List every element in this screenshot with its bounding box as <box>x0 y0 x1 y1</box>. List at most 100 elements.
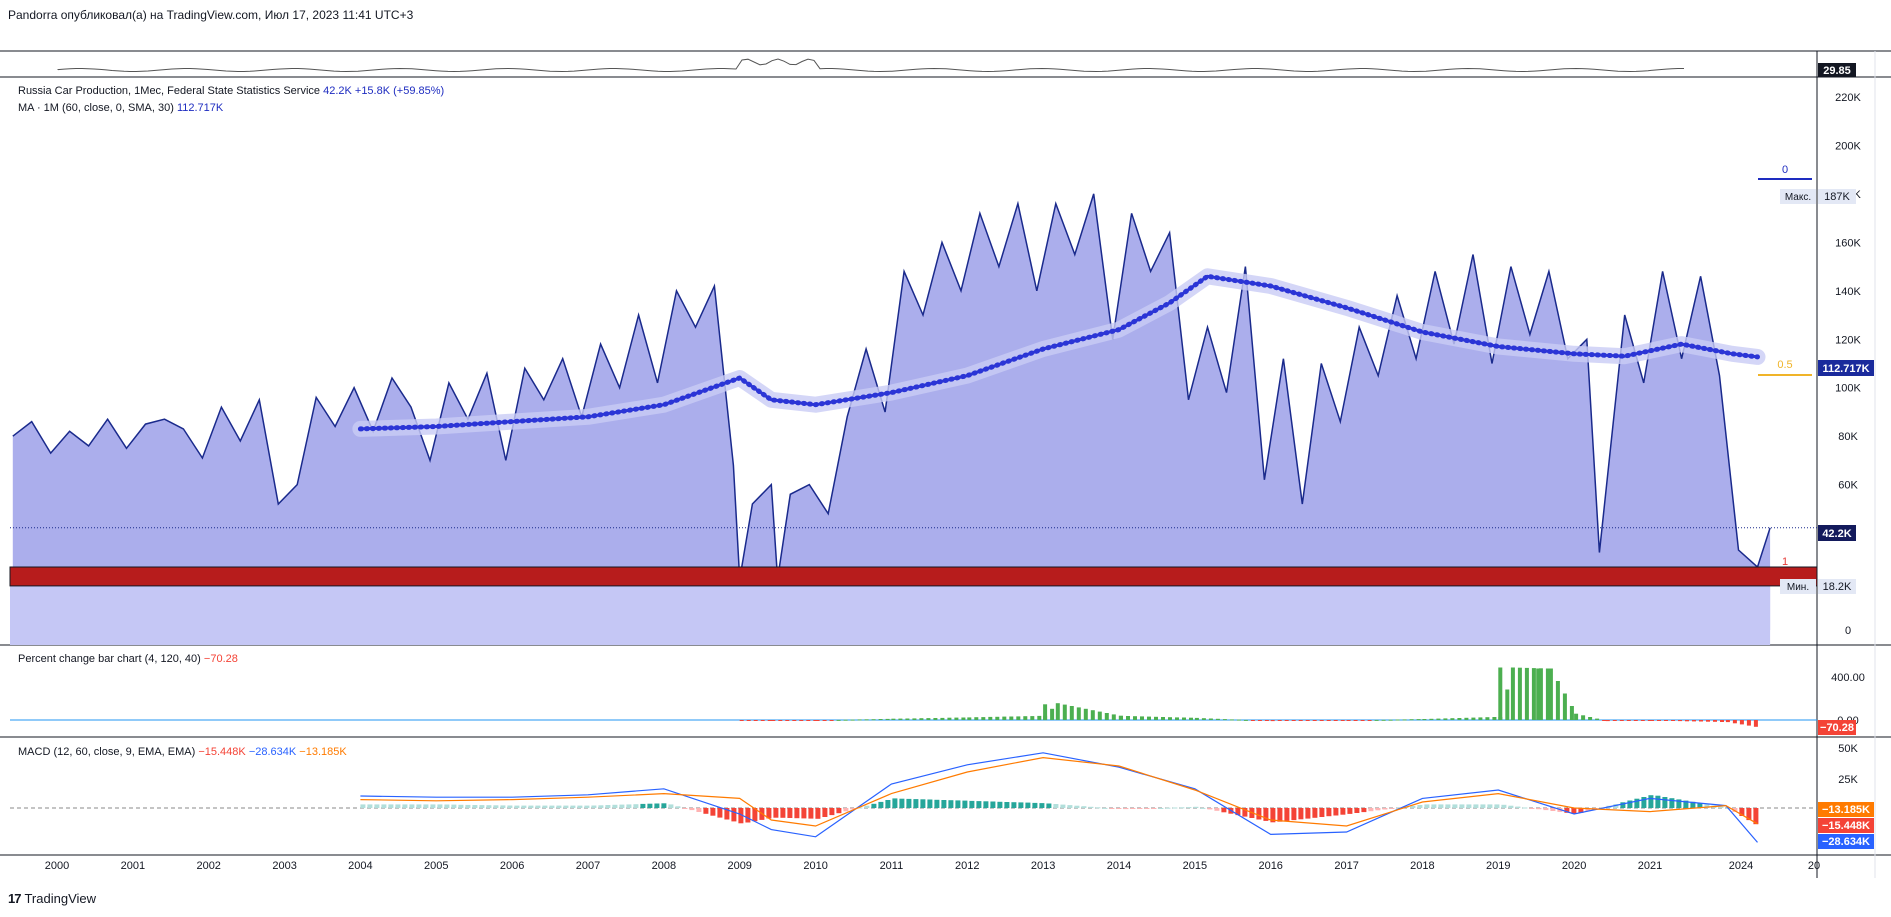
macd-hist-bar <box>1529 808 1535 809</box>
pct-bar <box>1201 718 1206 720</box>
macd-hist-bar <box>1375 808 1381 811</box>
macd-hist-bar <box>451 804 457 808</box>
pct-bar <box>1298 720 1303 721</box>
macd-hist-bar <box>1564 808 1570 813</box>
macd-hist-bar <box>1305 808 1311 819</box>
macd-hist-bar <box>1144 808 1150 809</box>
pct-bar <box>898 718 903 720</box>
max-tag: Макс. <box>1785 192 1811 203</box>
pct-bar <box>1030 716 1035 720</box>
pct-bar <box>1055 703 1060 720</box>
pct-bar <box>1650 720 1654 721</box>
macd-hist-bar <box>1445 804 1451 808</box>
ma-legend[interactable]: MA · 1M (60, close, 0, SMA, 30) 112.717K <box>18 102 223 114</box>
macd-hist-bar <box>409 804 415 808</box>
pct-bar <box>1657 720 1661 721</box>
macd-line <box>360 752 1758 843</box>
tradingview-logo[interactable]: 17 TradingView <box>8 891 96 906</box>
macd-hist-bar <box>738 808 744 824</box>
macd-hist-bar <box>990 801 996 808</box>
macd-hist-bar <box>423 804 429 808</box>
pct-bar <box>1069 706 1074 720</box>
macd-hist-bar <box>1354 808 1360 813</box>
macd-hist-bar <box>1627 800 1633 808</box>
macd-hist-bar <box>647 803 653 808</box>
pct-bar <box>785 720 790 721</box>
macd-hist-bar <box>1550 808 1556 811</box>
macd-tick-label: 50K <box>1838 743 1858 755</box>
top-pane-badge <box>1818 63 1856 77</box>
macd-hist-bar <box>689 808 695 811</box>
price-tick-label: 220K <box>1835 92 1861 104</box>
last-value: 42.2K <box>323 85 352 97</box>
macd-hist-bar <box>906 798 912 808</box>
pct-bar <box>1326 720 1331 721</box>
time-tick-label: 2015 <box>1183 860 1207 872</box>
macd-hist-bar <box>703 808 709 814</box>
macd-hist-bar <box>850 808 856 810</box>
macd-badge: −28.634K <box>1822 836 1870 848</box>
pct-bar <box>891 718 896 720</box>
macd-hist-bar <box>1109 808 1115 809</box>
price-area-fill <box>12 193 1771 630</box>
price-tick-label: 140K <box>1835 286 1861 298</box>
macd-hist-bar <box>1466 804 1472 808</box>
macd-hist-bar <box>1473 804 1479 808</box>
pct-bar <box>1569 706 1574 720</box>
macd-legend[interactable]: MACD (12, 60, close, 9, EMA, EMA) −15.44… <box>18 746 347 758</box>
macd-hist-bar <box>1270 808 1276 823</box>
pct-bar <box>1264 720 1269 721</box>
macd-hist-bar <box>1683 800 1689 808</box>
macd-hist-bar <box>1690 801 1696 808</box>
macd-hist-bar <box>1655 795 1661 808</box>
pct-legend[interactable]: Percent change bar chart (4, 120, 40) −7… <box>18 653 238 665</box>
pct-badge: −70.28 <box>1820 722 1854 734</box>
pct-bar <box>1422 719 1427 721</box>
macd-hist-bar <box>591 805 597 808</box>
max-tag-bg <box>1780 189 1816 204</box>
lower-fill-band <box>10 585 1771 645</box>
macd-hist-bar <box>780 808 786 818</box>
macd-hist-bar <box>955 800 961 808</box>
macd-hist-bar <box>892 798 898 808</box>
pct-bar <box>1485 717 1490 720</box>
pct-bar <box>981 717 986 720</box>
pct-bar <box>1009 716 1014 720</box>
signal-line <box>360 756 1758 827</box>
macd-hist-bar <box>1431 804 1437 808</box>
fib-level-1-label: 1 <box>1782 556 1788 568</box>
pct-bar <box>771 720 776 721</box>
macd-hist-bar <box>1585 808 1591 812</box>
macd-hist-bar <box>1039 803 1045 808</box>
macd-hist-bar <box>1578 808 1584 813</box>
pct-bar <box>829 720 834 721</box>
macd-hist-bar <box>444 804 450 808</box>
pct-bar <box>988 716 993 720</box>
macd-hist-bar <box>367 804 373 808</box>
macd-hist-bar <box>1746 808 1752 821</box>
macd-hist-bar <box>1137 808 1143 809</box>
macd-hist-bar <box>920 799 926 808</box>
pct-bar <box>1257 720 1262 721</box>
macd-v3: −13.185K <box>299 746 347 758</box>
macd-hist-bar <box>1697 803 1703 808</box>
macd-hist-bar <box>1011 802 1017 808</box>
macd-hist-bar <box>374 804 380 808</box>
pct-bar <box>1555 681 1560 720</box>
time-tick-label: 2012 <box>955 860 979 872</box>
time-tick-label: 2006 <box>500 860 524 872</box>
macd-hist-bar <box>563 805 569 808</box>
max-label: 187K <box>1824 191 1850 203</box>
macd-hist-bar <box>528 805 534 808</box>
min-tag: Мин. <box>1787 582 1809 593</box>
macd-hist-bar <box>941 800 947 808</box>
pct-bar <box>1436 718 1441 720</box>
pct-bar <box>850 719 855 721</box>
pct-bar <box>1277 720 1282 721</box>
time-tick-label: 2002 <box>196 860 220 872</box>
pct-bar-spike <box>1536 668 1541 720</box>
macd-hist-bar <box>626 804 632 808</box>
ma-label: MA · 1M (60, close, 0, SMA, 30) <box>18 102 174 114</box>
pct-bar <box>1270 720 1275 722</box>
macd-hist-bar <box>969 800 975 808</box>
